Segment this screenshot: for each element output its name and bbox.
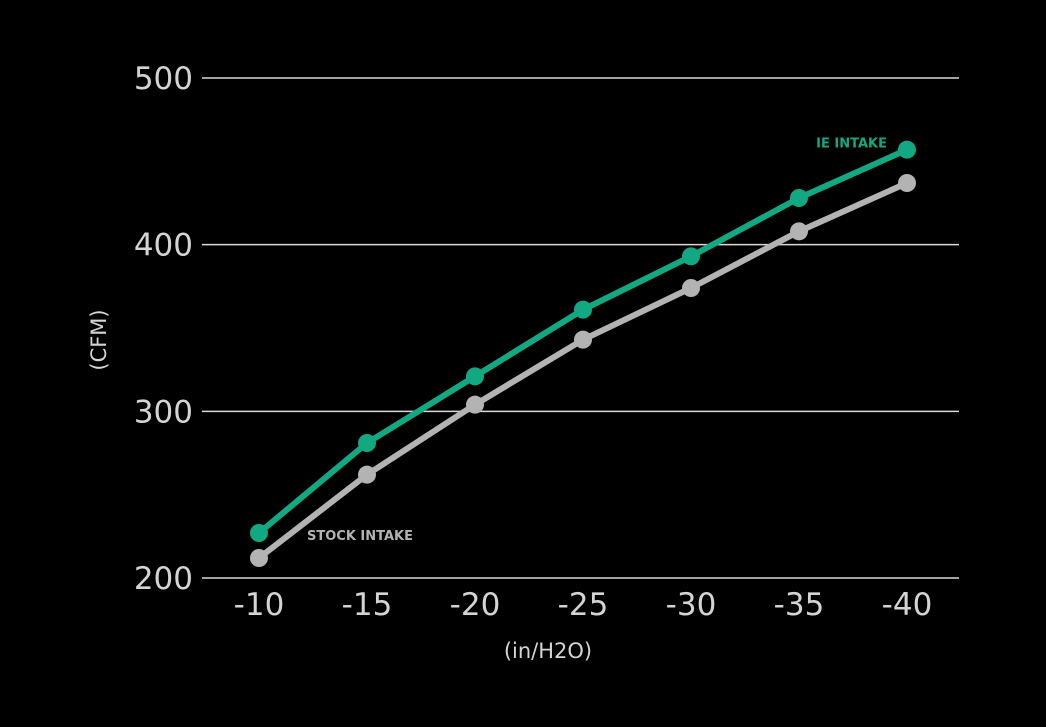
data-series: STOCK INTAKE IE INTAKE <box>250 137 916 567</box>
series-stock-intake: STOCK INTAKE <box>250 174 916 567</box>
x-tick-label--20: -20 <box>450 587 501 623</box>
data-point-ie-intake--25 <box>574 300 592 319</box>
gridlines <box>202 77 959 579</box>
y-tick-label-300: 300 <box>134 394 193 430</box>
x-axis-title: (in/H2O) <box>504 639 592 663</box>
x-tick-label--25: -25 <box>558 587 609 623</box>
x-tick-label--15: -15 <box>342 587 393 623</box>
series-ie-intake: IE INTAKE <box>250 137 916 542</box>
data-point-ie-intake--10 <box>250 524 268 542</box>
data-point-stock-intake--20 <box>466 395 484 414</box>
data-point-stock-intake--30 <box>682 279 700 297</box>
x-tick-label--30: -30 <box>666 587 717 623</box>
data-point-ie-intake--35 <box>790 189 808 207</box>
data-point-ie-intake--40 <box>898 140 916 159</box>
series-label-stock-intake: STOCK INTAKE <box>307 529 413 544</box>
x-axis-ticks: -10 -15 -20 -25 -30 -35 -40 <box>234 587 933 623</box>
y-tick-label-200: 200 <box>134 561 193 597</box>
x-tick-label--40: -40 <box>882 587 933 623</box>
y-axis-ticks: 200 300 400 500 <box>134 61 193 597</box>
y-axis-title: (CFM) <box>87 309 111 370</box>
data-point-stock-intake--35 <box>790 222 808 241</box>
data-point-stock-intake--15 <box>358 465 376 484</box>
data-point-ie-intake--30 <box>682 247 700 266</box>
y-tick-label-400: 400 <box>134 228 193 264</box>
series-label-ie-intake: IE INTAKE <box>816 137 887 152</box>
x-tick-label--35: -35 <box>774 587 825 623</box>
data-point-stock-intake--25 <box>574 330 592 349</box>
x-tick-label--10: -10 <box>234 587 285 623</box>
y-tick-label-500: 500 <box>134 61 193 97</box>
data-point-ie-intake--20 <box>466 367 484 386</box>
data-point-stock-intake--40 <box>898 174 916 192</box>
series-line-stock-intake <box>256 180 910 561</box>
data-point-ie-intake--15 <box>358 434 376 452</box>
data-point-stock-intake--10 <box>250 549 268 567</box>
